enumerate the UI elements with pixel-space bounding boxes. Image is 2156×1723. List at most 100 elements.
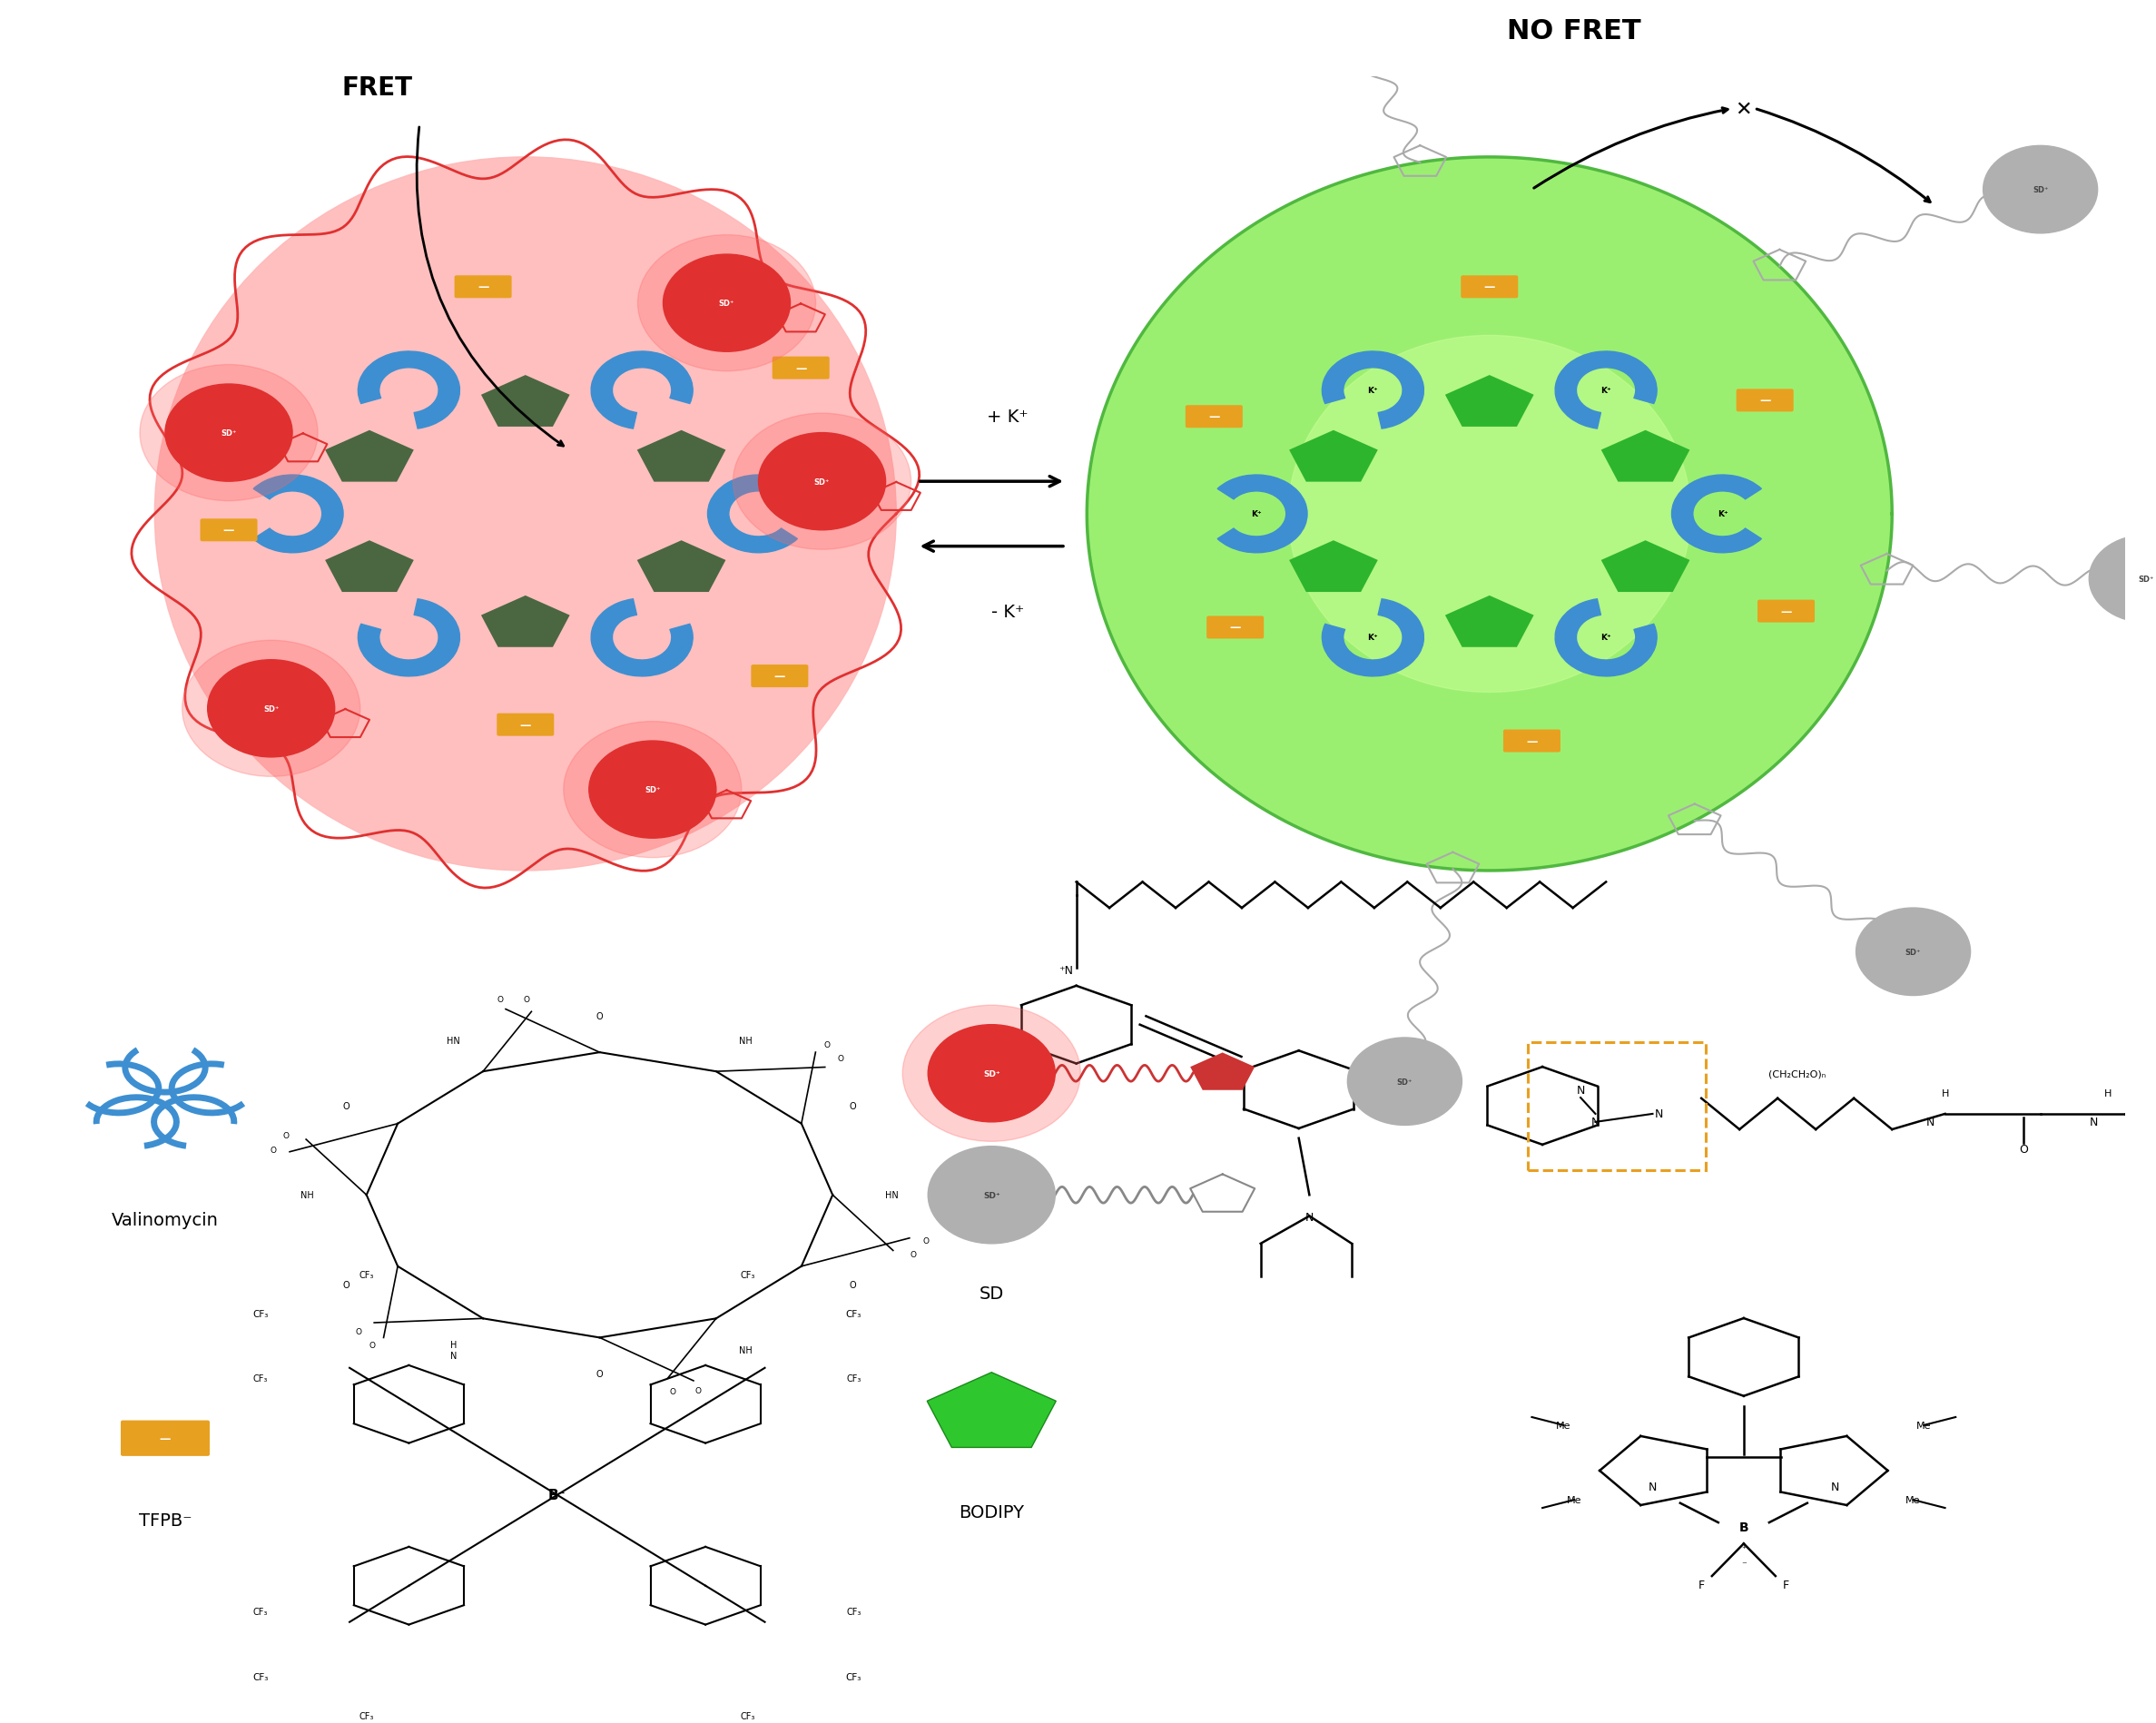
- Text: H
N: H N: [451, 1340, 457, 1359]
- Text: ⁺N: ⁺N: [1059, 965, 1074, 977]
- Polygon shape: [927, 1373, 1056, 1447]
- Polygon shape: [1602, 431, 1690, 482]
- Text: O: O: [910, 1251, 916, 1258]
- Text: CF₃: CF₃: [252, 1608, 267, 1616]
- Text: K⁺: K⁺: [1250, 510, 1261, 519]
- Wedge shape: [591, 600, 692, 677]
- Polygon shape: [1445, 596, 1533, 648]
- Circle shape: [664, 255, 791, 351]
- Text: CF₃: CF₃: [360, 1711, 373, 1720]
- Text: —: —: [1483, 281, 1494, 293]
- Wedge shape: [1322, 600, 1423, 677]
- Text: O: O: [849, 1280, 856, 1289]
- Wedge shape: [1218, 476, 1307, 553]
- Text: SD⁺: SD⁺: [815, 477, 830, 486]
- Wedge shape: [254, 476, 343, 553]
- Text: CF₃: CF₃: [252, 1373, 267, 1384]
- Text: SD⁺: SD⁺: [645, 786, 660, 794]
- Text: SD: SD: [979, 1284, 1005, 1301]
- FancyBboxPatch shape: [1757, 600, 1815, 624]
- Text: SD⁺: SD⁺: [983, 1070, 1000, 1077]
- Text: N: N: [1304, 1211, 1313, 1223]
- Text: O: O: [668, 1387, 675, 1396]
- Text: —: —: [1526, 736, 1537, 748]
- Text: O: O: [282, 1132, 289, 1141]
- Ellipse shape: [1087, 159, 1893, 872]
- Text: F: F: [1783, 1578, 1789, 1590]
- Text: CF₃: CF₃: [847, 1608, 860, 1616]
- Text: SD⁺: SD⁺: [983, 1191, 1000, 1199]
- Text: + K⁺: + K⁺: [987, 408, 1028, 426]
- Text: K⁺: K⁺: [1367, 634, 1378, 643]
- Text: CF₃: CF₃: [360, 1270, 373, 1278]
- Polygon shape: [1445, 376, 1533, 427]
- Wedge shape: [1671, 476, 1761, 553]
- FancyBboxPatch shape: [1186, 407, 1242, 429]
- Circle shape: [166, 384, 293, 482]
- Circle shape: [140, 365, 317, 501]
- Polygon shape: [636, 431, 727, 482]
- Text: O: O: [849, 1101, 856, 1110]
- Text: ✕: ✕: [1736, 100, 1753, 119]
- Text: TFPB⁻: TFPB⁻: [138, 1511, 192, 1528]
- Text: O: O: [524, 996, 530, 1003]
- Text: N: N: [2089, 1117, 2098, 1127]
- Text: CF₃: CF₃: [740, 1711, 755, 1720]
- Text: O: O: [824, 1041, 830, 1049]
- Text: N: N: [1591, 1117, 1600, 1129]
- Text: NO FRET: NO FRET: [1507, 17, 1641, 45]
- Text: Me: Me: [1557, 1421, 1572, 1430]
- Wedge shape: [358, 351, 459, 429]
- Text: NH: NH: [740, 1346, 752, 1354]
- Circle shape: [1984, 146, 2098, 234]
- Wedge shape: [1322, 351, 1423, 429]
- Circle shape: [1285, 0, 1399, 40]
- Text: CF₃: CF₃: [252, 1671, 270, 1682]
- Circle shape: [207, 660, 334, 758]
- Text: K⁺: K⁺: [1716, 510, 1727, 519]
- Text: HN: HN: [886, 1191, 899, 1199]
- Text: (CH₂CH₂O)ₙ: (CH₂CH₂O)ₙ: [1768, 1070, 1826, 1079]
- Text: H: H: [1940, 1089, 1949, 1098]
- Text: O: O: [343, 1280, 349, 1289]
- Wedge shape: [1554, 600, 1656, 677]
- Text: —: —: [774, 670, 785, 682]
- Wedge shape: [591, 351, 692, 429]
- Text: —: —: [1229, 622, 1242, 634]
- Polygon shape: [1289, 541, 1378, 593]
- Text: ⁺: ⁺: [1742, 1544, 1746, 1552]
- FancyBboxPatch shape: [201, 519, 257, 543]
- Text: O: O: [1391, 1092, 1399, 1104]
- Circle shape: [927, 1025, 1054, 1122]
- Text: Me: Me: [1917, 1421, 1932, 1430]
- Circle shape: [903, 1006, 1080, 1142]
- FancyBboxPatch shape: [750, 665, 808, 687]
- Text: SD⁺: SD⁺: [2139, 575, 2154, 584]
- Polygon shape: [326, 541, 414, 593]
- Wedge shape: [358, 600, 459, 677]
- Circle shape: [638, 236, 815, 372]
- Text: O: O: [356, 1328, 362, 1335]
- Text: CF₃: CF₃: [845, 1671, 862, 1682]
- Text: K⁺: K⁺: [1600, 634, 1611, 643]
- Circle shape: [589, 741, 716, 839]
- Text: —: —: [520, 718, 530, 731]
- Ellipse shape: [155, 159, 897, 872]
- Text: N: N: [1830, 1482, 1839, 1492]
- Text: CF₃: CF₃: [252, 1309, 270, 1318]
- FancyBboxPatch shape: [772, 357, 830, 379]
- Text: O: O: [498, 996, 505, 1003]
- Polygon shape: [326, 431, 414, 482]
- Text: SD⁺: SD⁺: [220, 429, 237, 438]
- Text: K⁺: K⁺: [1367, 388, 1378, 395]
- Text: NH: NH: [300, 1191, 315, 1199]
- Text: SD⁺: SD⁺: [2033, 186, 2048, 195]
- Circle shape: [563, 722, 742, 858]
- Text: —: —: [796, 362, 806, 374]
- Text: CF₃: CF₃: [740, 1270, 755, 1278]
- Wedge shape: [707, 476, 798, 553]
- Text: HN: HN: [446, 1036, 459, 1044]
- FancyBboxPatch shape: [1503, 731, 1561, 753]
- Text: B⁻: B⁻: [548, 1489, 567, 1502]
- Text: N: N: [1925, 1117, 1934, 1127]
